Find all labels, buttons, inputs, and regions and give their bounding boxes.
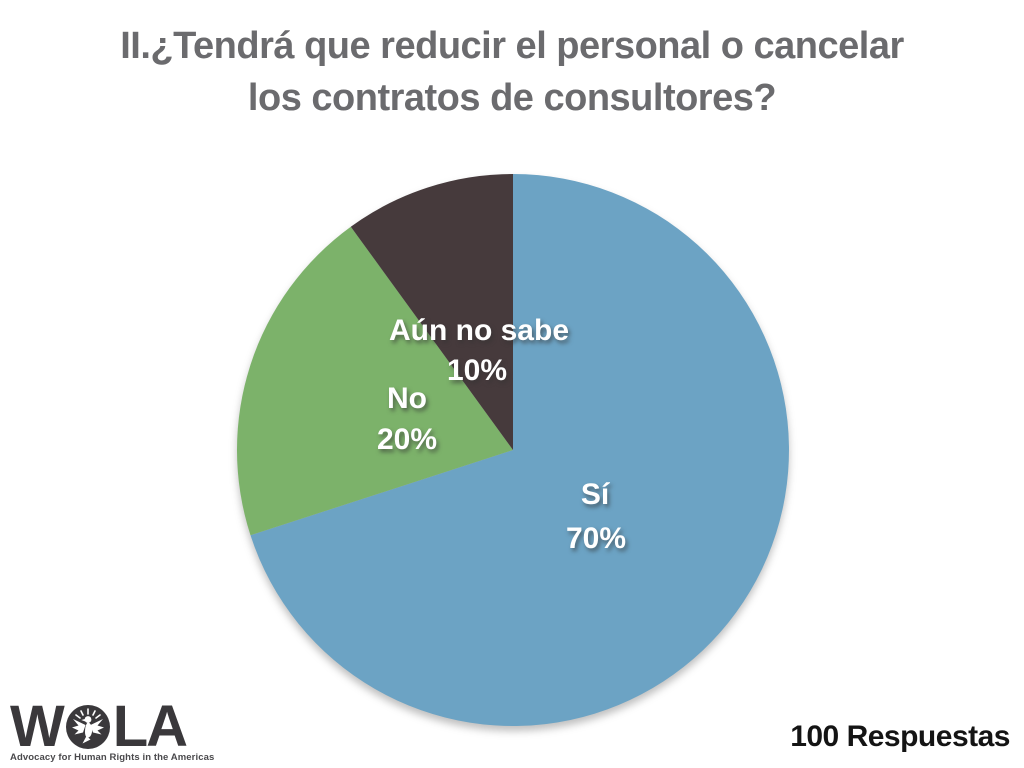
wola-dove-icon bbox=[65, 705, 110, 749]
wola-letter-w: W bbox=[10, 694, 65, 759]
slice-percent-1: 20% bbox=[377, 423, 437, 456]
wola-tagline: Advocacy for Human Rights in the America… bbox=[10, 752, 215, 763]
pie-slice-0 bbox=[250, 174, 789, 726]
slice-percent-2: 10% bbox=[447, 354, 507, 387]
wola-letters-la: LA bbox=[112, 694, 188, 759]
slide-title-line-2: los contratos de consultores? bbox=[247, 77, 777, 120]
slice-name-1: No bbox=[387, 382, 427, 415]
wola-wordmark: W LA bbox=[10, 694, 214, 759]
wola-logo: W LA bbox=[10, 694, 215, 764]
response-count: 100 Respuestas bbox=[790, 720, 1010, 753]
slice-name-0: Sí bbox=[581, 478, 611, 511]
pie-slice-2 bbox=[350, 174, 513, 450]
slide-title-line-1: II.¿Tendrá que reducir el personal o can… bbox=[120, 25, 904, 67]
slice-percent-0: 70% bbox=[566, 522, 626, 555]
pie-slice-1 bbox=[236, 226, 513, 536]
slice-name-2: Aún no sabe bbox=[389, 314, 569, 347]
slide-title: II.¿Tendrá que reducir el personal o can… bbox=[0, 20, 1024, 125]
